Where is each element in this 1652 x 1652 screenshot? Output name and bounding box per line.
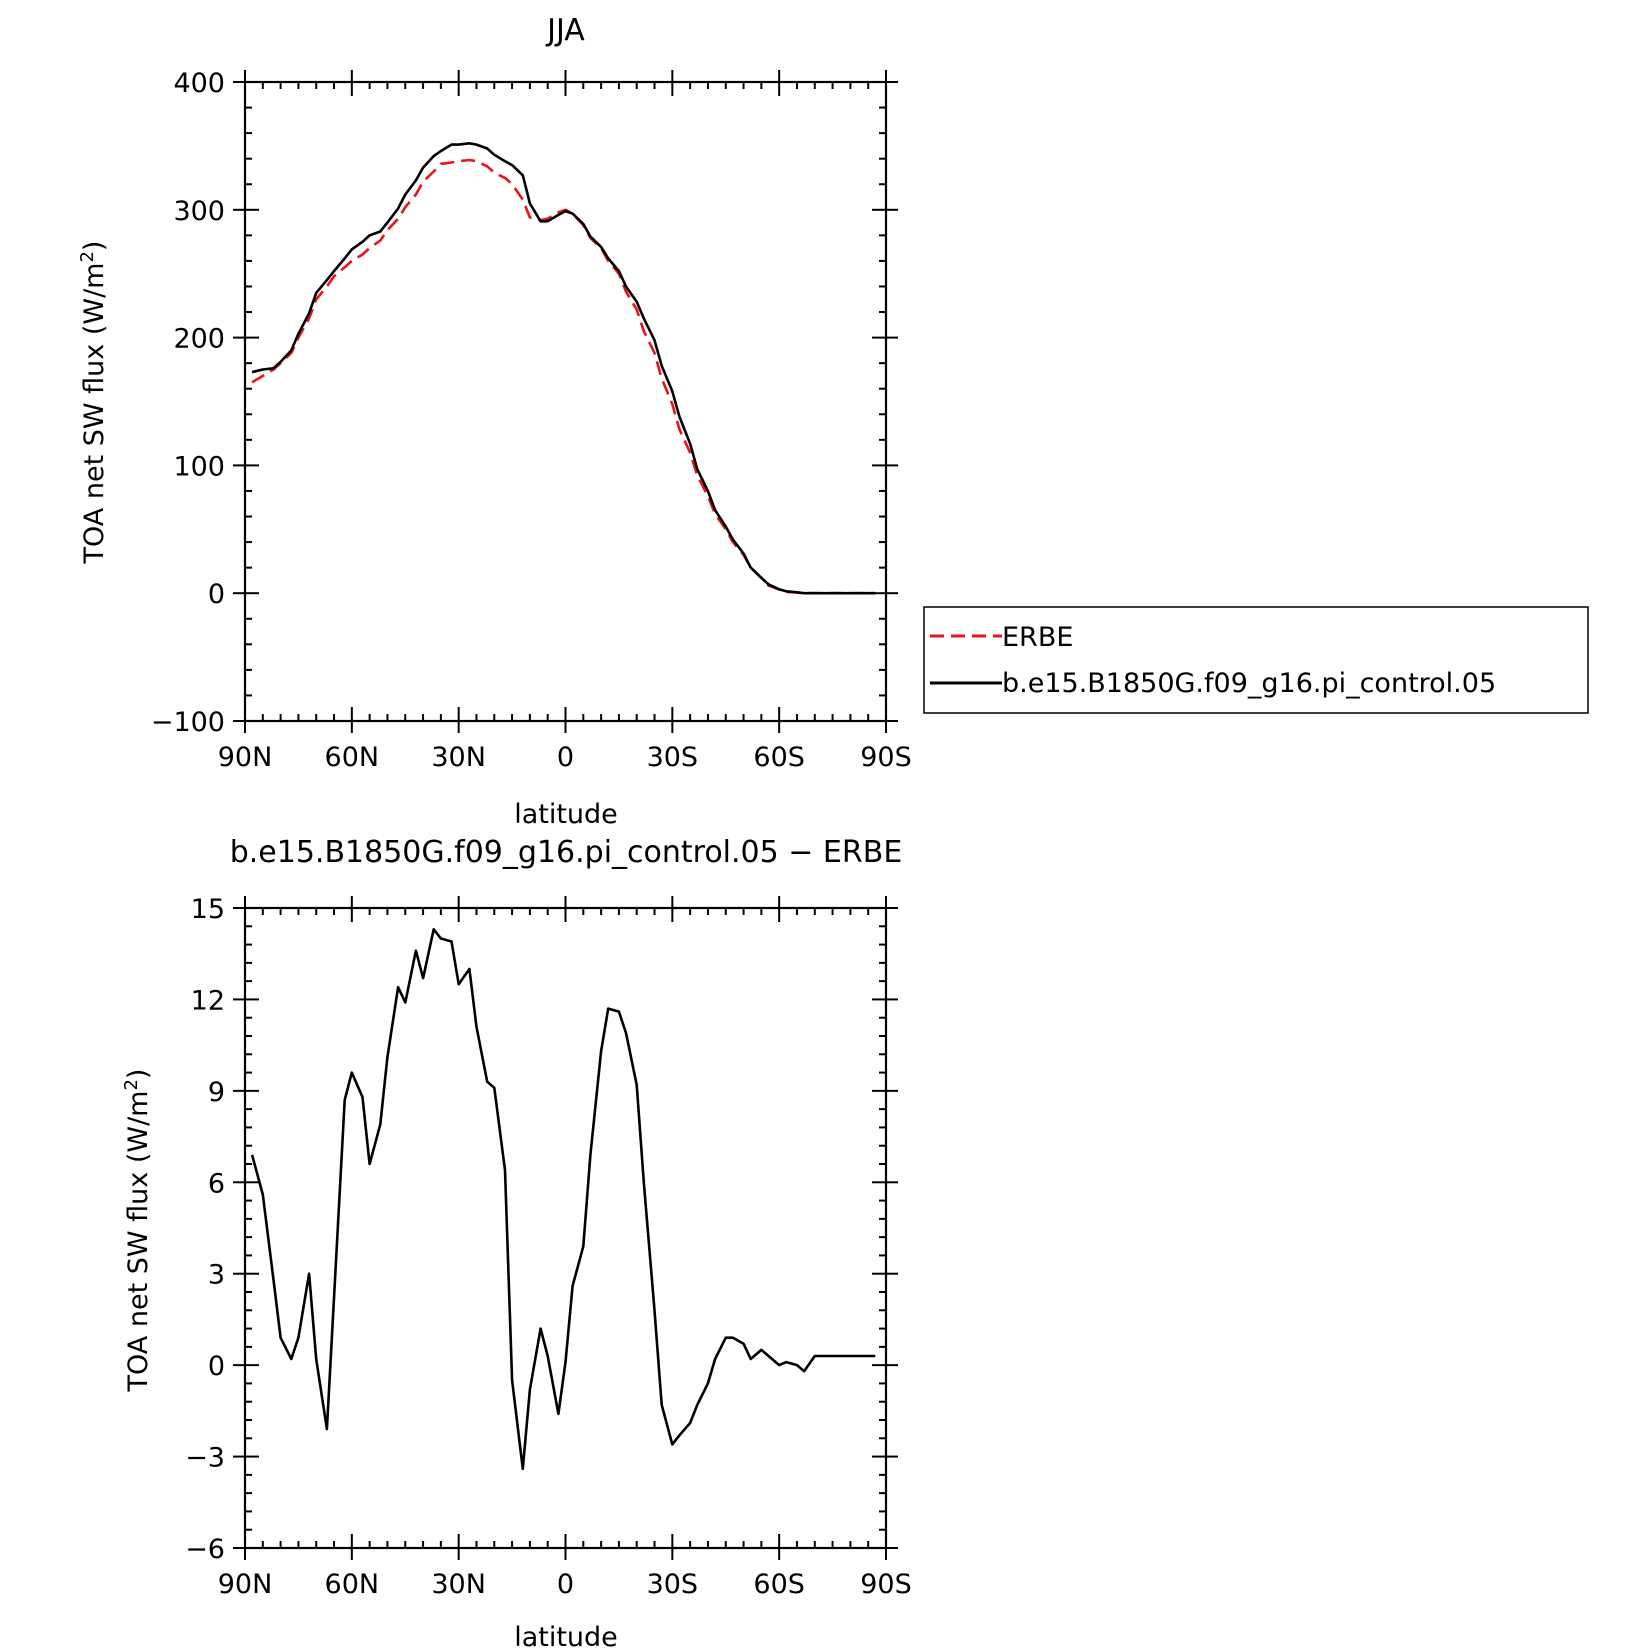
x-tick-label: 90S: [860, 742, 912, 773]
y-tick-label: 3: [208, 1260, 225, 1291]
y-tick-label: 300: [173, 196, 225, 227]
plot-frame: [243, 80, 888, 723]
y-tick-label: 9: [208, 1077, 225, 1108]
legend: ERBE b.e15.B1850G.f09_g16.pi_control.05: [923, 606, 1589, 714]
x-tick-label: 90S: [860, 1569, 912, 1600]
x-tick-label: 30N: [431, 1569, 486, 1600]
top-panel-title: JJA: [545, 13, 585, 48]
top-panel: JJA 90N 60N 30N 0 30S 60S 90S −100 0 100 200 300 400…: [77, 13, 1589, 830]
x-tick-label: 30S: [647, 1569, 699, 1600]
y-tick-label: 6: [208, 1168, 225, 1199]
y-tick-label: 400: [173, 68, 225, 99]
bottom-plot-area: 90N 60N 30N 0 30S 60S 90S −6 −3 0 3 6 9 12 15: [185, 894, 912, 1600]
y-tick-label: −6: [185, 1534, 225, 1565]
y-tick-label: 200: [173, 324, 225, 355]
x-tick-label: 90N: [218, 1569, 273, 1600]
legend-entry-erbe: ERBE: [1002, 622, 1073, 653]
y-tick-label: 15: [191, 894, 225, 925]
top-x-axis-label: latitude: [514, 799, 618, 830]
series-line-1: [251, 142, 876, 595]
bottom-panel: b.e15.B1850G.f09_g16.pi_control.05 − ERB…: [121, 835, 912, 1652]
y-tick-label: −3: [185, 1443, 225, 1474]
legend-entry-model: b.e15.B1850G.f09_g16.pi_control.05: [1002, 668, 1496, 699]
x-tick-label: 60N: [325, 742, 380, 773]
bottom-y-axis-label: TOA net SW flux (W/m2): [121, 1069, 154, 1393]
x-tick-label: 60N: [325, 1569, 380, 1600]
x-tick-label: 30S: [647, 742, 699, 773]
y-tick-label: −100: [151, 707, 225, 738]
top-plot-area: 90N 60N 30N 0 30S 60S 90S −100 0 100 200 300 400: [151, 68, 912, 773]
y-tick-label: 100: [173, 451, 225, 482]
x-tick-label: 0: [557, 1569, 574, 1600]
x-tick-label: 0: [557, 742, 574, 773]
x-tick-label: 60S: [753, 1569, 805, 1600]
x-tick-label: 30N: [431, 742, 486, 773]
x-tick-label: 60S: [753, 742, 805, 773]
bottom-panel-title: b.e15.B1850G.f09_g16.pi_control.05 − ERB…: [230, 835, 903, 870]
series-line-0: [250, 927, 876, 1471]
plot-frame: [243, 906, 888, 1550]
y-tick-label: 12: [191, 985, 225, 1016]
top-y-axis-label: TOA net SW flux (W/m2): [77, 241, 110, 565]
x-tick-label: 90N: [218, 742, 273, 773]
bottom-x-axis-label: latitude: [514, 1622, 618, 1652]
y-tick-label: 0: [208, 579, 225, 610]
series-line-0: [251, 158, 876, 595]
y-tick-label: 0: [208, 1351, 225, 1382]
legend-box: [923, 606, 1589, 714]
